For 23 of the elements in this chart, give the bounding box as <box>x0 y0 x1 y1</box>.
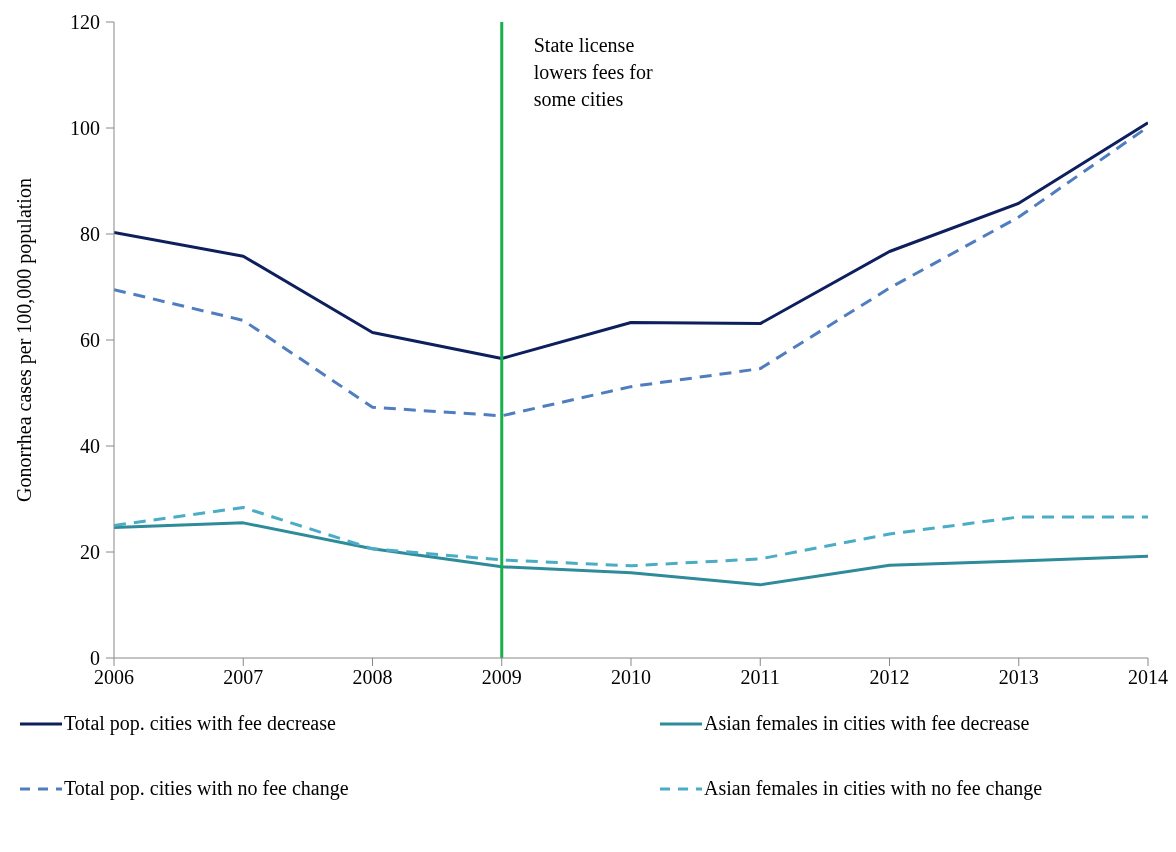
y-tick-label: 100 <box>70 117 100 140</box>
x-tick-label: 2008 <box>352 666 393 689</box>
line-series <box>114 121 1148 361</box>
y-axis-title: Gonorrhea cases per 100,000 population <box>13 178 37 502</box>
y-tick-label: 120 <box>70 11 100 34</box>
x-tick-label: 2012 <box>869 666 910 689</box>
legend-label: Asian females in cities with fee decrease <box>704 712 1030 735</box>
y-tick-label: 40 <box>80 435 100 458</box>
ref-line-label: State license lowers fees for some cities <box>533 34 653 110</box>
x-tick-label: 2014 <box>1128 666 1168 689</box>
y-tick-label: 60 <box>80 329 100 352</box>
line-series <box>114 505 1148 568</box>
x-tick-label: 2009 <box>481 666 522 689</box>
x-tick-label: 2013 <box>998 666 1039 689</box>
x-tick-label: 2007 <box>223 666 264 689</box>
y-tick-label: 20 <box>80 541 100 564</box>
x-tick-label: 2010 <box>611 666 651 689</box>
legend-label: Total pop. cities with fee decrease <box>64 712 336 735</box>
y-tick-label: 80 <box>80 223 100 246</box>
legend-label: Total pop. cities with no fee change <box>64 777 349 800</box>
line-series <box>114 521 1148 587</box>
legend-label: Asian females in cities with no fee change <box>704 777 1043 800</box>
x-tick-label: 2011 <box>740 666 780 689</box>
